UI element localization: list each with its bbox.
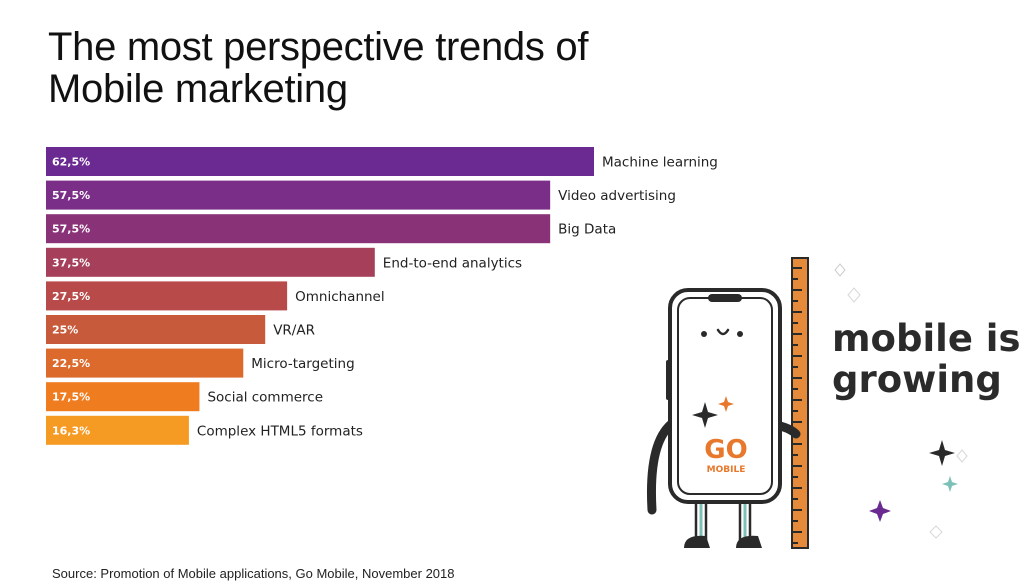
bar-video-advertising: [46, 180, 551, 210]
phone-mascot-icon: [666, 288, 782, 504]
chart-title-line-1: The most perspective trends of: [48, 25, 589, 69]
sparkle-icon: [834, 263, 968, 539]
bar-value-label: 62,5%: [52, 156, 90, 169]
bar-chart: 62,5% Machine learning 57,5% Video advertis…: [46, 147, 718, 445]
bar-category-label: VR/AR: [273, 323, 315, 339]
tagline: mobile is growing: [832, 318, 1021, 400]
bar-value-label: 27,5%: [52, 290, 90, 303]
bar-value-label: 17,5%: [52, 391, 90, 404]
bar-category-label: Big Data: [558, 222, 616, 238]
bar-micro-targeting: [46, 348, 244, 378]
bar-big-data: [46, 214, 551, 244]
bar-value-label: 57,5%: [52, 223, 90, 236]
bar-complex-html5-formats: [46, 415, 189, 445]
chart-title-line-2: Mobile marketing: [48, 67, 348, 111]
bar-category-label: Omnichannel: [295, 289, 385, 305]
chart-title: The most perspective trends of Mobile ma…: [48, 26, 588, 110]
bar-machine-learning: [46, 147, 594, 176]
bar-category-label: Social commerce: [207, 390, 323, 406]
bar-value-label: 16,3%: [52, 424, 90, 437]
logo-text-top: GO: [704, 435, 747, 465]
bar-social-commerce: [46, 382, 200, 412]
tagline-line-1: mobile is: [832, 317, 1021, 360]
phone-mascot-illustration: GO MOBILE: [647, 257, 968, 549]
ruler-icon: [791, 257, 809, 549]
source-note: Source: Promotion of Mobile applications…: [52, 566, 455, 581]
bar-value-label: 25%: [52, 324, 78, 337]
bar-vr-ar: [46, 315, 266, 344]
bar-category-label: Complex HTML5 formats: [197, 423, 363, 439]
bar-category-label: Micro-targeting: [251, 356, 354, 372]
bar-omnichannel: [46, 281, 288, 311]
mascot-legs: [684, 500, 762, 548]
bar-value-label: 37,5%: [52, 256, 90, 269]
bar-category-label: End-to-end analytics: [383, 255, 522, 271]
bar-value-label: 57,5%: [52, 189, 90, 202]
bar-end-to-end-analytics: [46, 247, 375, 277]
bar-category-label: Machine learning: [602, 155, 718, 171]
bar-value-label: 22,5%: [52, 357, 90, 370]
tagline-line-2: growing: [832, 358, 1002, 401]
bar-category-label: Video advertising: [558, 188, 676, 204]
logo-text-bottom: MOBILE: [707, 465, 746, 475]
go-mobile-logo: GO MOBILE: [704, 435, 747, 475]
